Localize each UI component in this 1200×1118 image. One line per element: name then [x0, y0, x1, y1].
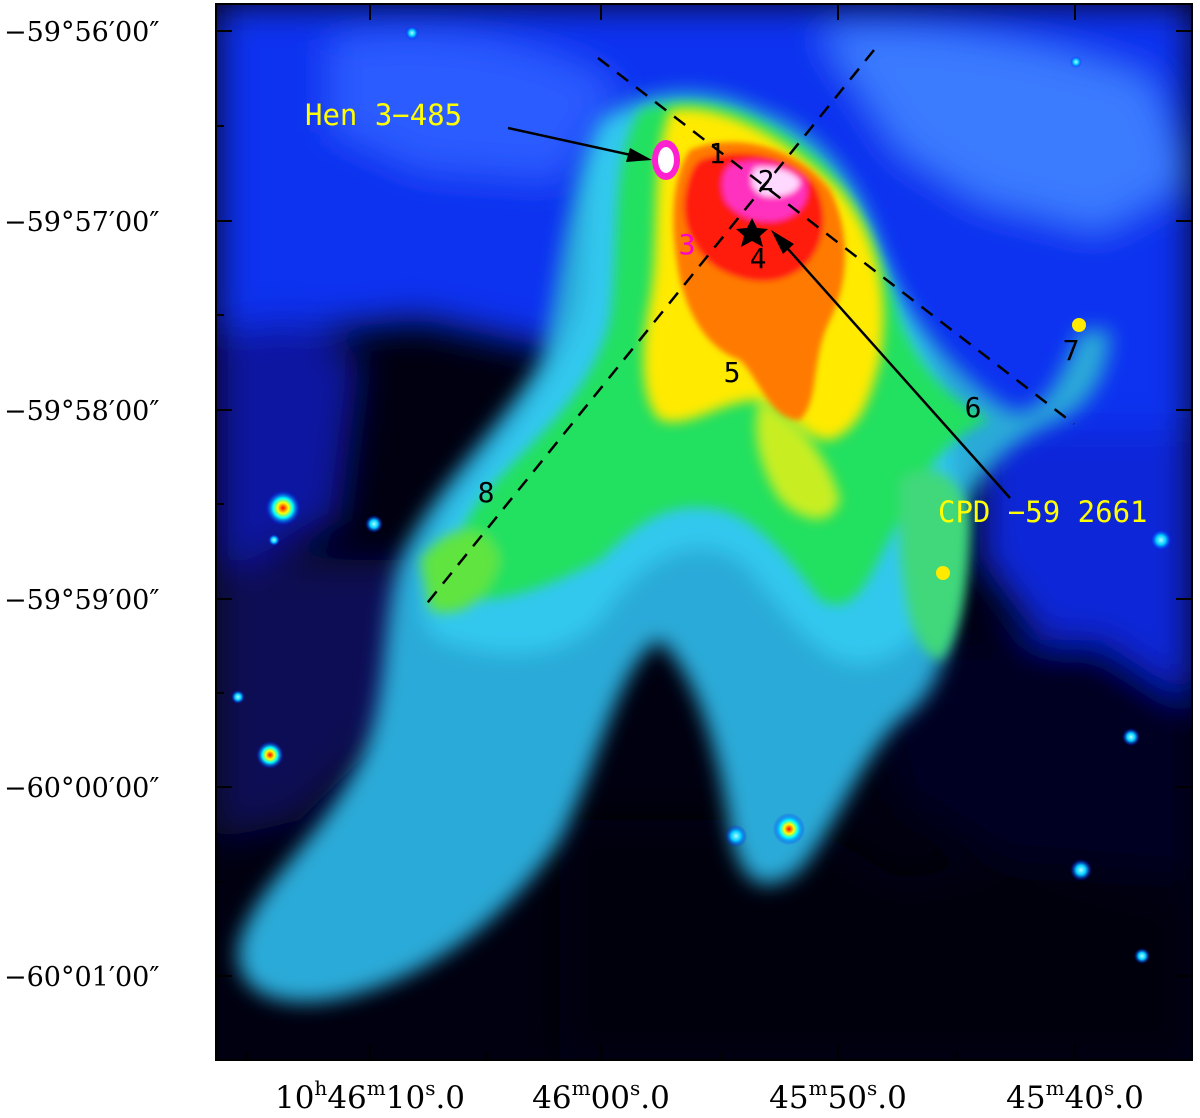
region-label-5: 5 [724, 356, 741, 389]
region-label-8: 8 [478, 476, 495, 509]
region-label-4: 4 [750, 242, 767, 275]
hen-arrow [507, 126, 652, 162]
cpd-label: CPD −59 2661 [938, 495, 1148, 529]
y-tick-label: −60°01′00″ [4, 962, 159, 993]
y-tick-label: −60°00′00″ [4, 773, 159, 804]
x-tick-label: 45m50s.0 [769, 1076, 907, 1116]
region-label-7: 7 [1063, 334, 1080, 367]
x-tick-label: 46m00s.0 [532, 1076, 670, 1116]
region-label-1: 1 [709, 137, 726, 170]
x-tick-label: 10h46m10s.0 [275, 1076, 465, 1116]
tick-marks [216, 4, 1192, 1060]
cpd-arrow [771, 230, 1011, 499]
field-stars [231, 26, 1172, 964]
cpd-star-marker [736, 218, 768, 247]
region-label-6: 6 [965, 391, 982, 424]
y-tick-label: −59°59′00″ [4, 585, 159, 616]
hen-source [652, 140, 680, 180]
y-tick-labels: −59°56′00″ −59°57′00″ −59°58′00″ −59°59′… [4, 17, 159, 993]
nebula-image: 1 2 3 4 5 6 7 8 Hen 3−485 CPD −59 2661 [216, 4, 1192, 1060]
slit-line-a [597, 57, 1075, 425]
image-frame [215, 3, 1193, 1061]
region-label-3: 3 [679, 228, 696, 261]
y-tick-label: −59°57′00″ [4, 207, 159, 238]
y-tick-label: −59°56′00″ [4, 17, 159, 48]
hen-label: Hen 3−485 [305, 98, 462, 132]
region-labels: 1 2 3 4 5 6 7 8 [478, 137, 1080, 509]
x-tick-label: 45m40s.0 [1006, 1076, 1144, 1116]
y-tick-label: −59°58′00″ [4, 396, 159, 427]
x-tick-labels: 10h46m10s.0 46m00s.0 45m50s.0 45m40s.0 [275, 1076, 1144, 1116]
region-label-2: 2 [758, 164, 775, 197]
